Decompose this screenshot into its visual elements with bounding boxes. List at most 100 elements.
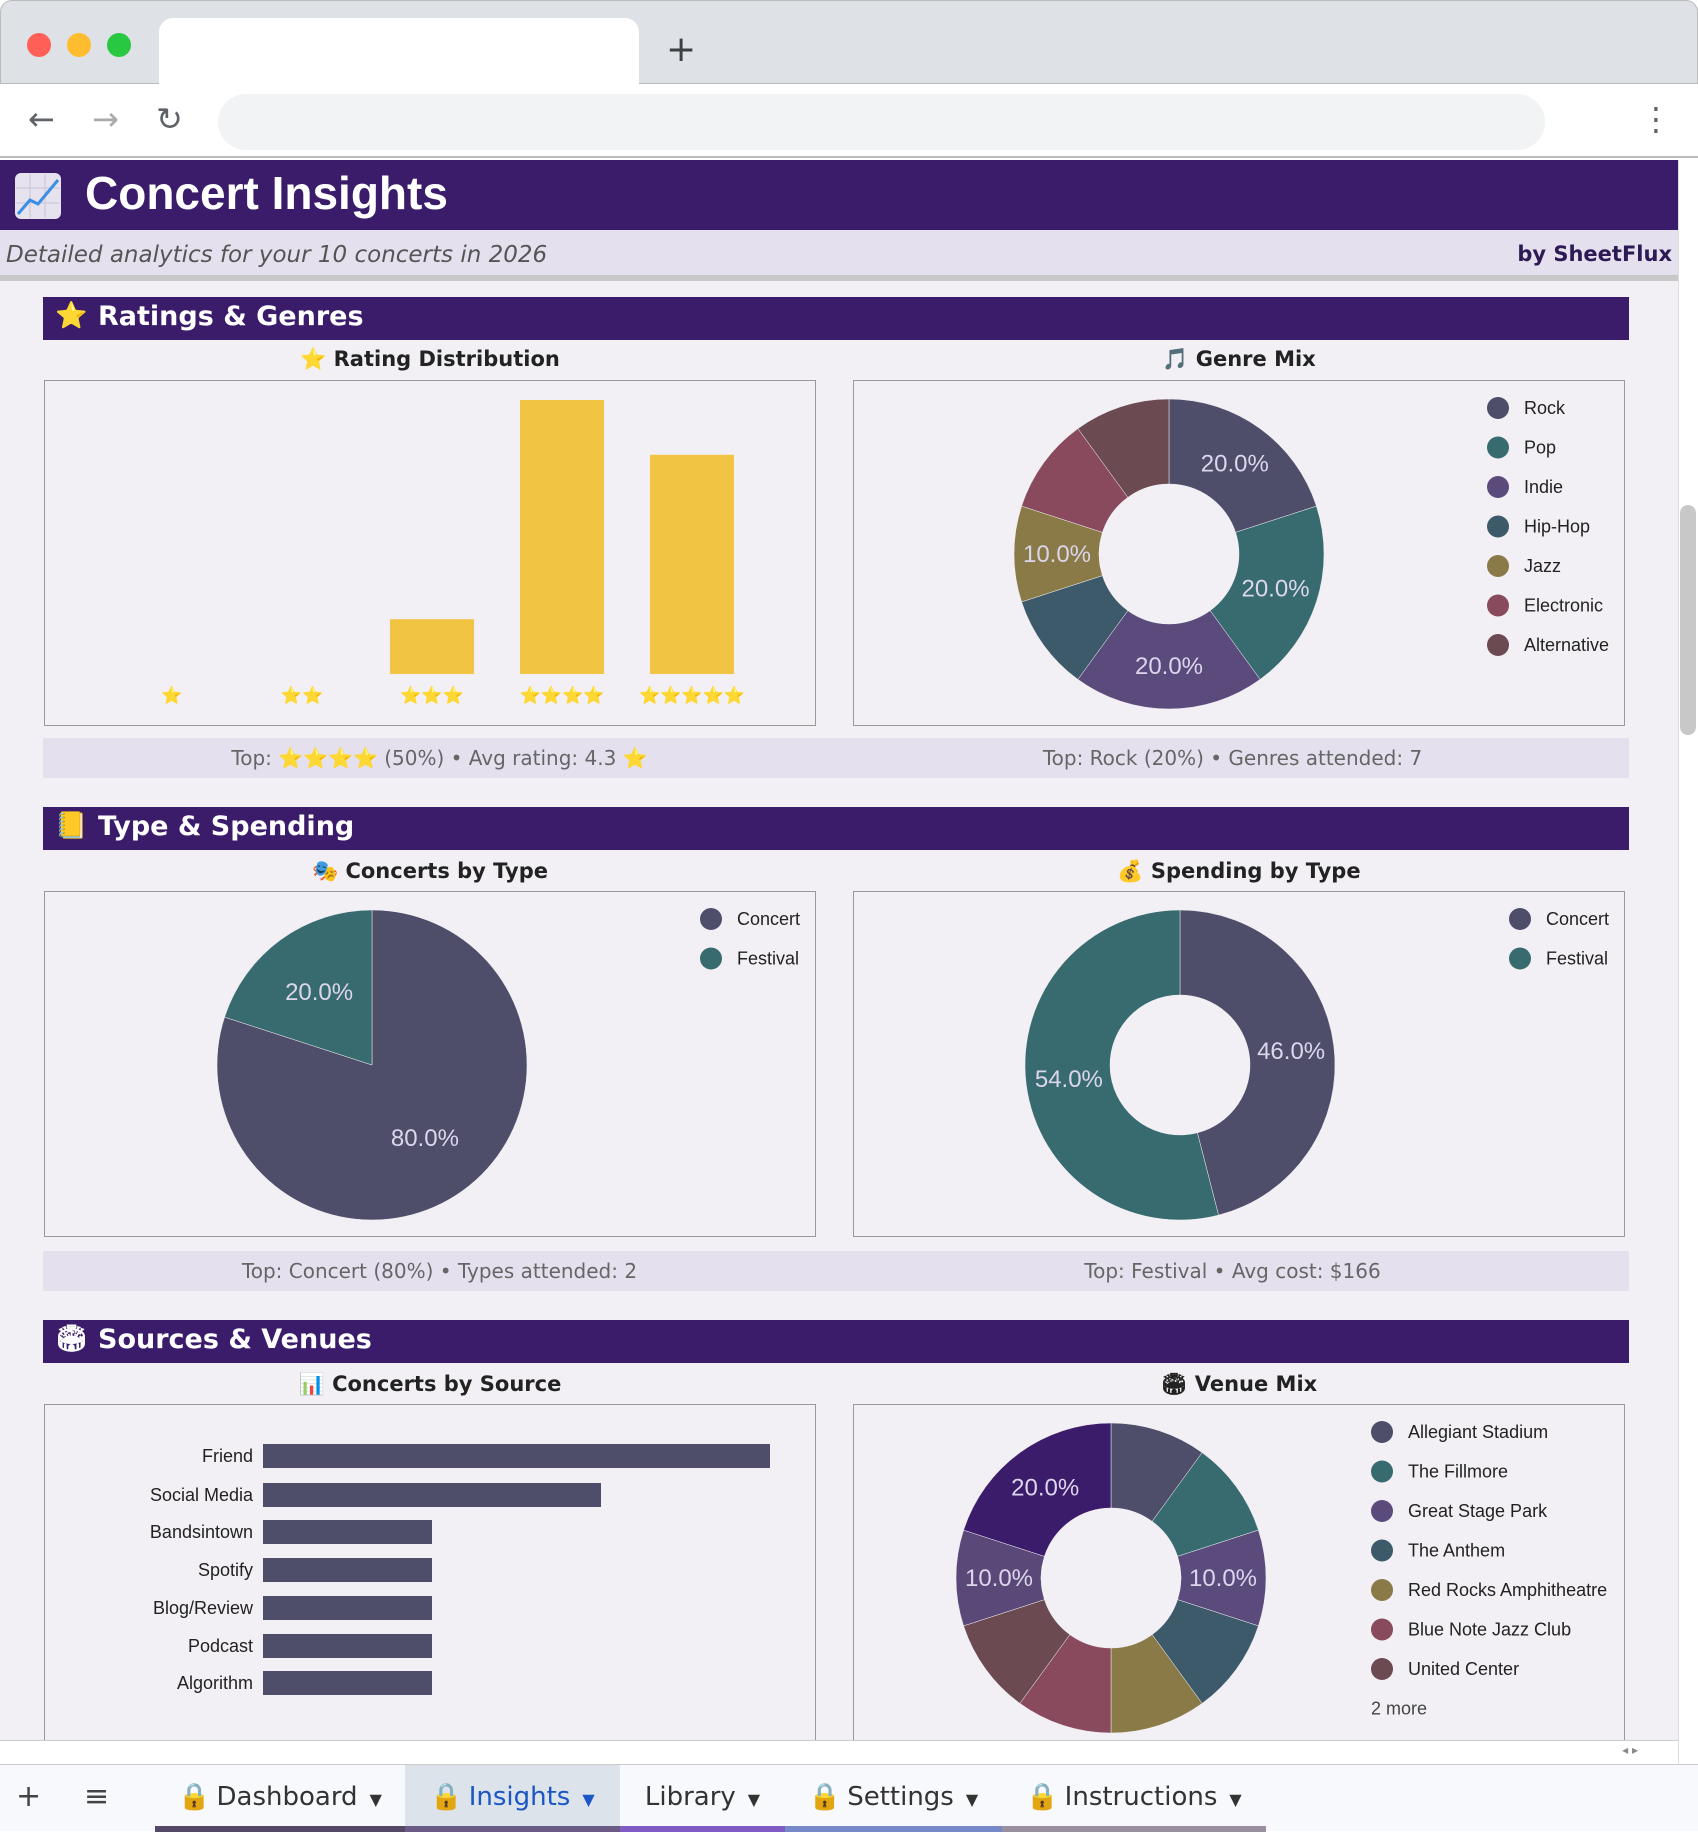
source-label: Bandsintown	[150, 1522, 253, 1542]
section-icon: 📒	[55, 811, 88, 841]
chevron-down-icon[interactable]: ▼	[747, 1790, 761, 1809]
legend-label: Concert	[737, 909, 800, 929]
venue-svg: 10.0% 10.0% 20.0% Allegiant Stadium The Fill…	[955, 1421, 1607, 1734]
source-label: Friend	[202, 1446, 253, 1466]
source-label: Algorithm	[177, 1673, 253, 1693]
chevron-down-icon[interactable]: ▼	[582, 1790, 595, 1809]
legend-more[interactable]: 2 more	[1371, 1699, 1427, 1719]
legend-swatch	[1371, 1460, 1393, 1483]
source-bar	[263, 1558, 432, 1582]
scrollbar-thumb[interactable]	[1680, 505, 1696, 735]
legend-swatch	[1509, 908, 1531, 930]
legend-label: Blue Note Jazz Club	[1408, 1620, 1571, 1640]
legend-swatch	[1371, 1539, 1393, 1562]
type-slice-label: 20.0%	[285, 979, 353, 1006]
chart-venue: 10.0% 10.0% 20.0% Allegiant Stadium The Fill…	[853, 1404, 1625, 1740]
sheet-tab-insights[interactable]: 🔒 Insights ▼	[405, 1765, 620, 1832]
all-sheets-button[interactable]: ≡	[84, 1779, 110, 1814]
lock-icon: 🔒	[808, 1782, 842, 1812]
dashboard-header: Concert Insights	[0, 160, 1678, 230]
legend-swatch	[1487, 436, 1509, 459]
chevron-down-icon[interactable]: ▼	[965, 1790, 979, 1809]
spending-svg: 46.0% 54.0% Concert Festival	[1024, 908, 1609, 1221]
back-icon[interactable]: ←	[28, 100, 55, 138]
add-sheet-button[interactable]: +	[16, 1779, 42, 1814]
source-label: Social Media	[150, 1485, 254, 1505]
sheet-content: Concert Insights Detailed analytics for …	[0, 160, 1678, 1740]
subtitle: Detailed analytics for your 10 concerts …	[6, 242, 548, 268]
chevron-down-icon[interactable]: ▼	[369, 1790, 382, 1809]
sheet-tab-settings[interactable]: 🔒 Settings ▼	[785, 1765, 1002, 1832]
rating-tick-label: ⭐⭐	[281, 685, 323, 706]
horizontal-scrollbar[interactable]: ◂ ▸	[0, 1740, 1678, 1764]
section-header: 🏟 Sources & Venues	[43, 1320, 1629, 1363]
rating-svg: ⭐ ⭐⭐ ⭐⭐⭐ ⭐⭐⭐⭐ ⭐⭐⭐⭐⭐	[161, 400, 745, 706]
rating-tick-label: ⭐⭐⭐⭐⭐	[639, 685, 745, 706]
source-label: Podcast	[188, 1636, 253, 1656]
legend-label: Pop	[1524, 438, 1556, 458]
rating-tick-label: ⭐	[161, 685, 182, 706]
legend-label: United Center	[1408, 1659, 1519, 1679]
venue-slice-label: 20.0%	[1011, 1474, 1079, 1501]
address-bar[interactable]	[218, 94, 1545, 150]
forward-icon[interactable]: →	[92, 100, 119, 138]
sheet-tab-label: Dashboard	[216, 1782, 358, 1812]
minimize-window-button[interactable]	[67, 33, 91, 57]
chart-title-spending: 💰 Spending by Type	[1117, 859, 1361, 883]
chart-title-venue: 🏟 Venue Mix	[1160, 1372, 1318, 1396]
reload-icon[interactable]: ↻	[156, 100, 183, 138]
sheet-tab-dashboard[interactable]: 🔒 Dashboard ▼	[155, 1765, 405, 1832]
source-bar	[263, 1444, 770, 1468]
spending-slice-label: 54.0%	[1035, 1066, 1103, 1093]
chart-title-genre: 🎵 Genre Mix	[1162, 347, 1316, 371]
chart-title-rating: ⭐ Rating Distribution	[300, 347, 560, 371]
legend-swatch	[1487, 555, 1509, 577]
chart-type: 80.0% 20.0% Concert Festival	[44, 891, 816, 1237]
source-bar	[263, 1596, 432, 1620]
sheet-tab-label: Settings	[847, 1782, 954, 1812]
genre-slice	[1209, 505, 1325, 680]
chevron-down-icon[interactable]: ▼	[1229, 1790, 1242, 1809]
chart-source: Friend Social Media Bandsintown Spotify Blog…	[44, 1404, 816, 1740]
spending-slice-label: 46.0%	[1257, 1038, 1325, 1065]
legend-label: Rock	[1524, 398, 1566, 418]
section-title: Sources & Venues	[98, 1324, 372, 1355]
legend-label: The Fillmore	[1408, 1462, 1508, 1482]
legend-swatch	[1509, 947, 1531, 970]
close-window-button[interactable]	[27, 33, 51, 57]
sheet-tab-instructions[interactable]: 🔒 Instructions ▼	[1002, 1765, 1266, 1832]
legend-swatch	[1487, 397, 1509, 419]
rating-bar	[520, 400, 604, 674]
source-bar	[263, 1483, 601, 1507]
source-bar	[263, 1671, 432, 1695]
browser-menu-icon[interactable]: ⋮	[1640, 100, 1672, 138]
summary-genres: Top: Rock (20%) • Genres attended: 7	[1042, 746, 1423, 770]
vertical-scrollbar[interactable]	[1678, 160, 1698, 1764]
sheet-tab-color	[405, 1826, 620, 1832]
chart-title-type: 🎭 Concerts by Type	[312, 859, 548, 883]
lock-icon: 🔒	[178, 1782, 211, 1812]
subtitle-band: Detailed analytics for your 10 concerts …	[0, 230, 1678, 281]
source-label: Spotify	[198, 1560, 253, 1580]
section-icon: ⭐	[55, 301, 88, 331]
maximize-window-button[interactable]	[107, 33, 131, 57]
sheet-tab-label: Instructions	[1064, 1782, 1218, 1812]
new-tab-button[interactable]: +	[666, 29, 697, 70]
legend-label: Alternative	[1524, 635, 1609, 655]
sheet-tab-label: Library	[644, 1782, 736, 1812]
legend-label: Electronic	[1524, 596, 1603, 616]
browser-tab[interactable]	[159, 18, 639, 86]
legend-swatch	[1371, 1421, 1393, 1443]
chart-increasing-icon	[15, 173, 61, 219]
sheet-tab-library[interactable]: Library ▼	[620, 1765, 785, 1832]
chart-genre: 20.0% 20.0% 20.0% 10.0% Rock Pop Indie Hip-Hop J…	[853, 380, 1625, 726]
summary-band: Top: ⭐⭐⭐⭐ (50%) • Avg rating: 4.3 ⭐ Top: …	[43, 738, 1629, 778]
chart-title-source: 📊 Concerts by Source	[298, 1372, 562, 1396]
genre-slice-label: 20.0%	[1201, 450, 1269, 477]
spending-slice	[1024, 909, 1219, 1221]
legend-swatch	[700, 947, 722, 970]
legend-label: Great Stage Park	[1408, 1501, 1548, 1521]
venue-slice-label: 10.0%	[965, 1565, 1033, 1592]
section-title: Ratings & Genres	[98, 301, 364, 332]
chart-spending: 46.0% 54.0% Concert Festival	[853, 891, 1625, 1237]
